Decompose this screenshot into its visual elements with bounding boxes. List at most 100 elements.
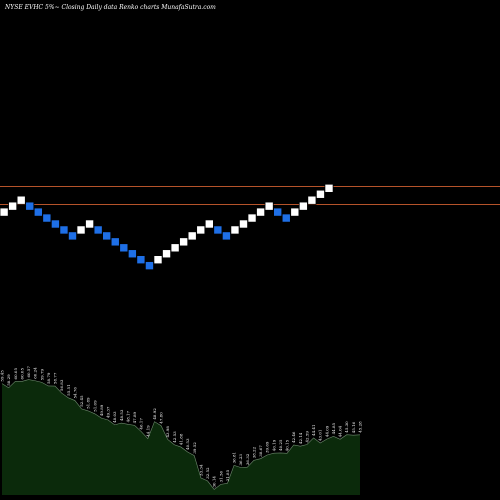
price-label: 44.85	[331, 422, 336, 434]
price-label: 45.30	[344, 421, 349, 433]
price-label: 60.57	[26, 366, 31, 378]
price-label: 40.15	[285, 439, 290, 451]
renko-brick-up	[162, 249, 172, 259]
price-label: 33.34	[198, 464, 203, 476]
renko-brick-up	[16, 195, 26, 205]
price-label: 44.19	[145, 425, 150, 437]
renko-brick-down	[281, 213, 291, 223]
price-label: 47.80	[159, 412, 164, 424]
renko-brick-down	[102, 231, 112, 241]
renko-brick-up	[170, 243, 180, 253]
renko-brick-up	[0, 207, 9, 217]
renko-brick-down	[144, 261, 154, 271]
price-label: 58.29	[6, 374, 11, 386]
renko-brick-up	[247, 213, 257, 223]
renko-brick-up	[324, 183, 334, 193]
renko-brick-down	[93, 225, 103, 235]
price-label: 39.69	[265, 441, 270, 453]
renko-bricks	[0, 183, 334, 271]
price-label: 42.14	[298, 432, 303, 444]
price-label: 47.89	[132, 411, 137, 423]
renko-brick-down	[221, 231, 231, 241]
price-label: 56.83	[59, 379, 64, 391]
renko-brick-down	[213, 225, 223, 235]
price-label: 41.88	[179, 433, 184, 445]
price-label: 43.98	[165, 426, 170, 438]
renko-brick-up	[76, 225, 86, 235]
price-label: 60.05	[19, 368, 24, 380]
price-label: 51.09	[92, 400, 97, 412]
price-label: 36.23	[238, 454, 243, 466]
renko-brick-down	[136, 255, 146, 265]
price-label: 42.46	[291, 431, 296, 443]
renko-brick-down	[59, 225, 69, 235]
renko-brick-down	[25, 201, 35, 211]
price-label: 42.59	[304, 431, 309, 443]
price-label: 46.17	[139, 418, 144, 430]
price-label: 40.19	[271, 439, 276, 451]
renko-brick-up	[196, 225, 206, 235]
price-label: 31.56	[218, 470, 223, 482]
price-label: 48.92	[152, 408, 157, 420]
renko-brick-up	[187, 231, 197, 241]
renko-brick-down	[68, 231, 78, 241]
renko-brick-up	[264, 201, 274, 211]
renko-brick-up	[315, 189, 325, 199]
renko-brick-up	[307, 195, 317, 205]
renko-brick-down	[119, 243, 129, 253]
renko-brick-up	[8, 201, 18, 211]
renko-brick-down	[33, 207, 43, 217]
price-label: 36.32	[245, 453, 250, 465]
price-label: 30.14	[212, 476, 217, 488]
price-label: 40.53	[185, 438, 190, 450]
price-label: 44.09	[324, 425, 329, 437]
price-label: 55.51	[66, 384, 71, 395]
renko-brick-up	[290, 207, 300, 217]
renko-brick-up	[256, 207, 266, 217]
renko-brick-up	[238, 219, 248, 229]
price-label: 48.53	[119, 409, 124, 421]
price-label: 44.41	[311, 424, 316, 435]
price-label: 58.77	[53, 372, 58, 384]
price-label: 60.24	[33, 367, 38, 379]
price-label: 52.45	[79, 395, 84, 407]
volume-area	[1, 379, 361, 495]
price-label: 36.81	[232, 452, 237, 463]
price-label: 45.16	[351, 421, 356, 433]
renko-brick-down	[273, 207, 283, 217]
price-label: 48.17	[125, 410, 130, 422]
renko-brick-down	[127, 249, 137, 259]
volume-area-outline	[1, 379, 361, 490]
price-label: 45.28	[358, 421, 363, 433]
price-label: 59.79	[39, 368, 44, 380]
price-label: 59.45	[0, 370, 5, 382]
renko-brick-up	[179, 237, 189, 247]
renko-brick-down	[50, 219, 60, 229]
price-label: 31.85	[225, 469, 230, 481]
price-label: 38.67	[258, 445, 263, 457]
volume-area-fill	[2, 379, 360, 495]
price-label: 40.25	[278, 439, 283, 451]
renko-brick-down	[110, 237, 120, 247]
renko-brick-up	[153, 255, 163, 265]
price-label: 43.01	[318, 430, 323, 441]
price-label: 49.89	[99, 404, 104, 416]
renko-brick-up	[230, 225, 240, 235]
renko-brick-down	[42, 213, 52, 223]
price-label: 39.52	[192, 442, 197, 454]
price-label: 48.03	[112, 411, 117, 423]
price-label: 49.37	[106, 406, 111, 418]
renko-brick-up	[298, 201, 308, 211]
renko-brick-up	[85, 219, 95, 229]
price-label: 54.76	[72, 387, 77, 399]
renko-brick-up	[204, 219, 214, 229]
chart-header: NYSE EVHC 5%~ Closing Daily data Renko c…	[4, 4, 216, 11]
price-label: 44.04	[338, 425, 343, 437]
reference-lines	[0, 186, 500, 205]
price-label: 42.53	[172, 431, 177, 443]
price-label: 60.05	[13, 368, 18, 380]
price-label: 32.52	[205, 467, 210, 479]
price-label: 58.79	[46, 372, 51, 384]
